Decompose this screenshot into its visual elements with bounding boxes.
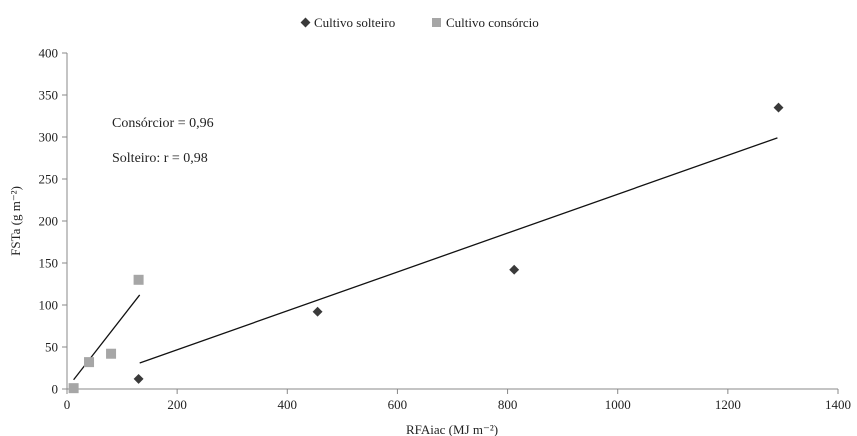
axes: [66, 53, 838, 390]
y-tick-label: 0: [52, 382, 59, 397]
legend-marker-cultivo-solteiro: [300, 17, 311, 28]
legend: Cultivo solteiro Cultivo consórcio: [300, 15, 539, 30]
y-tick-label: 350: [39, 88, 59, 103]
trendline-cultivo-consorcio: [73, 294, 141, 381]
x-axis-ticks: 0 200 400 600 800 1000 1200 1400: [64, 389, 851, 412]
legend-marker-cultivo-consorcio: [432, 18, 441, 27]
data-point-cultivo-consorcio: [106, 348, 117, 359]
data-point-cultivo-consorcio: [84, 357, 95, 368]
y-tick-label: 100: [39, 298, 59, 313]
annotations: Consórcior = 0,96 Solteiro: r = 0,98: [112, 116, 214, 166]
y-tick-label: 300: [39, 130, 59, 145]
y-axis-ticks: 0 50 100 150 200 250 300 350 400: [39, 46, 67, 397]
trendline-cultivo-solteiro: [139, 137, 778, 364]
data-point-cultivo-solteiro: [133, 373, 144, 384]
x-tick-label: 400: [278, 397, 298, 412]
y-tick-label: 150: [39, 256, 59, 271]
legend-label-cultivo-solteiro: Cultivo solteiro: [314, 15, 395, 30]
y-tick-label: 200: [39, 214, 59, 229]
x-tick-label: 600: [388, 397, 408, 412]
data-point-cultivo-solteiro: [773, 102, 784, 113]
x-tick-label: 0: [64, 397, 71, 412]
y-axis-label: FSTa (g m⁻²): [8, 186, 23, 256]
x-tick-label: 800: [498, 397, 518, 412]
annotation-consorcio: Consórcior = 0,96: [112, 116, 214, 131]
x-tick-label: 1400: [825, 397, 851, 412]
trendlines: [73, 137, 778, 381]
x-tick-label: 1200: [715, 397, 741, 412]
y-tick-label: 50: [45, 340, 58, 355]
legend-label-cultivo-consorcio: Cultivo consórcio: [446, 15, 539, 30]
y-tick-label: 250: [39, 172, 59, 187]
data-point-cultivo-solteiro: [509, 264, 520, 275]
data-points: [68, 102, 784, 394]
annotation-solteiro: Solteiro: r = 0,98: [112, 151, 208, 166]
data-point-cultivo-solteiro: [312, 306, 323, 317]
x-axis-label: RFAiac (MJ m⁻²): [406, 422, 498, 436]
x-tick-label: 1000: [605, 397, 631, 412]
data-point-cultivo-consorcio: [133, 274, 144, 285]
data-point-cultivo-consorcio: [68, 383, 79, 394]
x-tick-label: 200: [167, 397, 187, 412]
y-tick-label: 400: [39, 46, 59, 61]
